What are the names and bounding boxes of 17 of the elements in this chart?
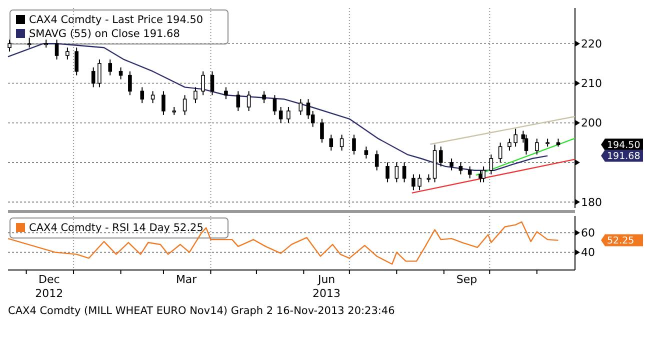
y-tick-label: 60 <box>581 226 595 240</box>
text: 194.50 <box>607 140 640 151</box>
legend-label: CAX4 Comdty - RSI 14 Day 52.25 <box>29 222 204 234</box>
text: 191.68 <box>607 151 640 162</box>
legend-label: CAX4 Comdty - Last Price 194.50 <box>29 14 204 26</box>
x-tick-label: Jun 2013 <box>312 273 341 300</box>
legend-label: SMAVG (55) on Close 191.68 <box>29 28 180 40</box>
text: 52.25 <box>607 236 634 247</box>
y-tick-label: 220 <box>581 37 602 50</box>
x-tick-label: Sep <box>456 273 478 286</box>
x-tick-label: Dec 2012 <box>35 273 64 300</box>
text: CAX4 Comdty (MILL WHEAT EURO Nov14) Graph 2 16-Nov-2013 20:23:46 <box>8 305 396 317</box>
y-tick-label: 210 <box>581 77 602 90</box>
y-tick-label: 180 <box>581 196 602 209</box>
x-tick-label: Mar <box>176 273 198 286</box>
y-tick-label: 200 <box>581 116 602 130</box>
y-tick-label: 40 <box>581 246 595 260</box>
